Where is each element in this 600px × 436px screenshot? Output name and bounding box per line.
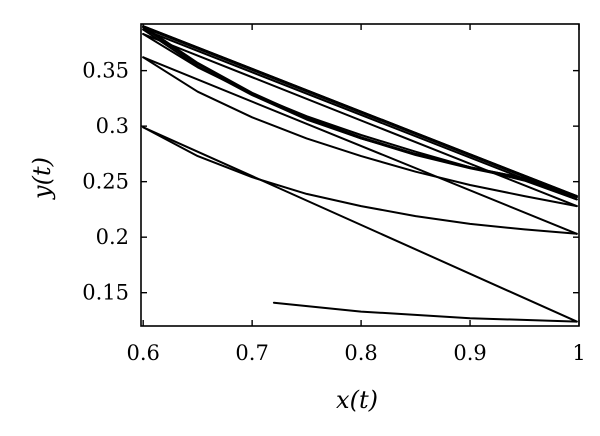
plot-area <box>140 23 580 327</box>
x-axis: 0.6 0.7 0.8 0.9 1 <box>126 24 586 365</box>
x-tick-label: 0.8 <box>344 341 377 365</box>
series-line <box>142 56 578 235</box>
plot-frame <box>140 23 580 327</box>
series-group <box>142 25 578 323</box>
x-axis-label: x(t) <box>336 386 378 414</box>
x-tick-label: 0.7 <box>235 341 268 365</box>
series-line <box>272 301 578 323</box>
y-tick-label: 0.2 <box>96 225 129 249</box>
y-tick-label: 0.15 <box>82 281 129 305</box>
series-line <box>142 126 578 235</box>
y-tick-label: 0.25 <box>82 170 129 194</box>
series-line <box>142 28 578 201</box>
series-line <box>142 56 578 208</box>
series-line <box>142 33 578 208</box>
y-tick-label: 0.35 <box>82 59 129 83</box>
y-axis-label: y(t) <box>28 157 56 200</box>
x-tick-label: 1 <box>572 341 585 365</box>
series-line <box>142 25 578 198</box>
x-tick-label: 0.9 <box>453 341 486 365</box>
y-tick-label: 0.3 <box>96 114 129 138</box>
series-line <box>142 126 578 323</box>
y-axis: 0.15 0.2 0.25 0.3 0.35 <box>82 59 579 305</box>
series-line <box>142 25 578 198</box>
x-tick-label: 0.6 <box>126 341 159 365</box>
series-line <box>142 26 578 199</box>
